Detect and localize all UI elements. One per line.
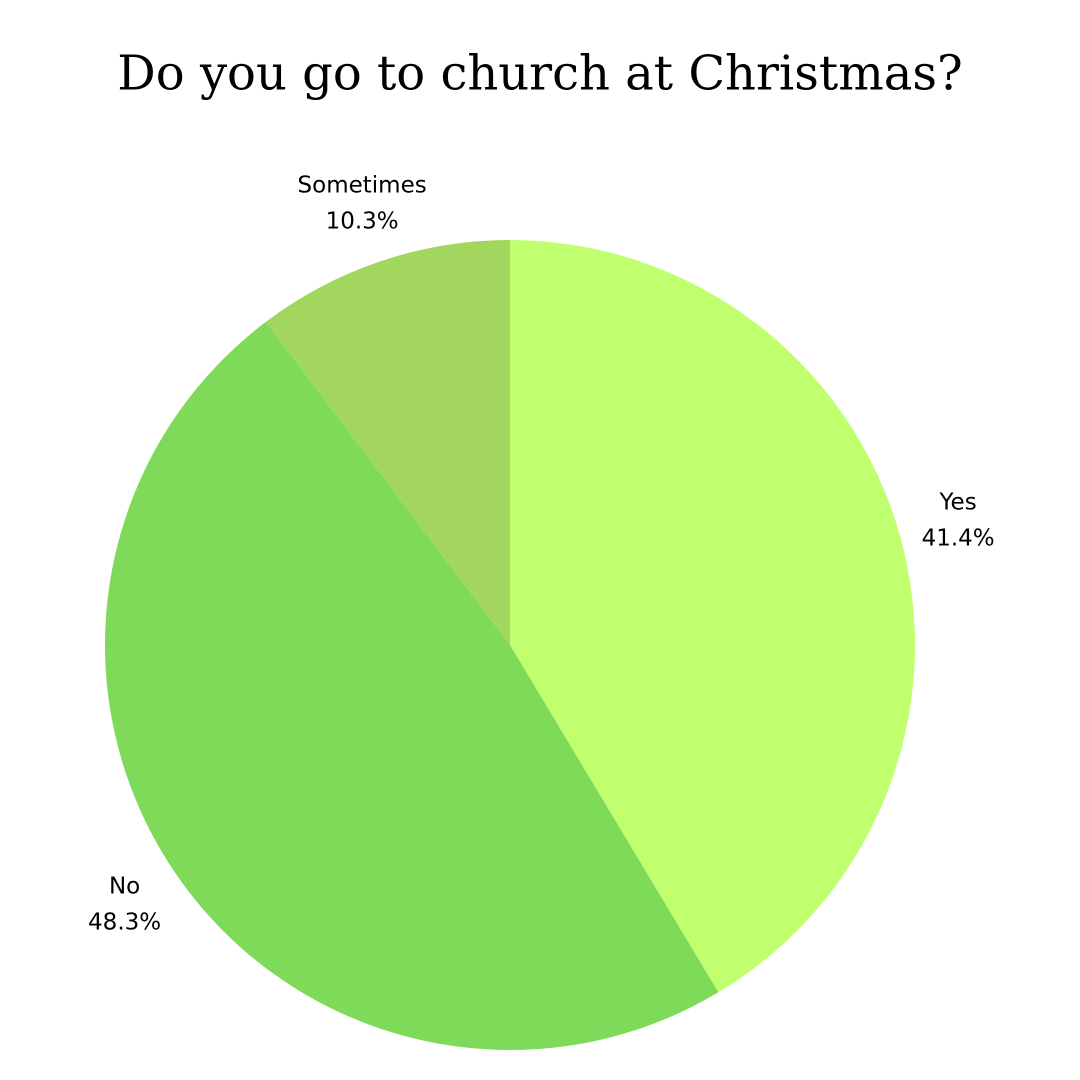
slice-label: Yes (939, 489, 977, 515)
pie-slice (265, 240, 510, 645)
slice-label: No (109, 874, 140, 900)
slice-value-label: 48.3% (88, 910, 161, 936)
slice-value-label: 10.3% (326, 209, 399, 235)
slice-label: Sometimes (298, 173, 427, 199)
chart-title: Do you go to church at Christmas? (117, 46, 962, 102)
pie-slice (104, 321, 719, 1051)
pie-slice (510, 240, 916, 993)
slice-value-label: 41.4% (922, 525, 995, 551)
